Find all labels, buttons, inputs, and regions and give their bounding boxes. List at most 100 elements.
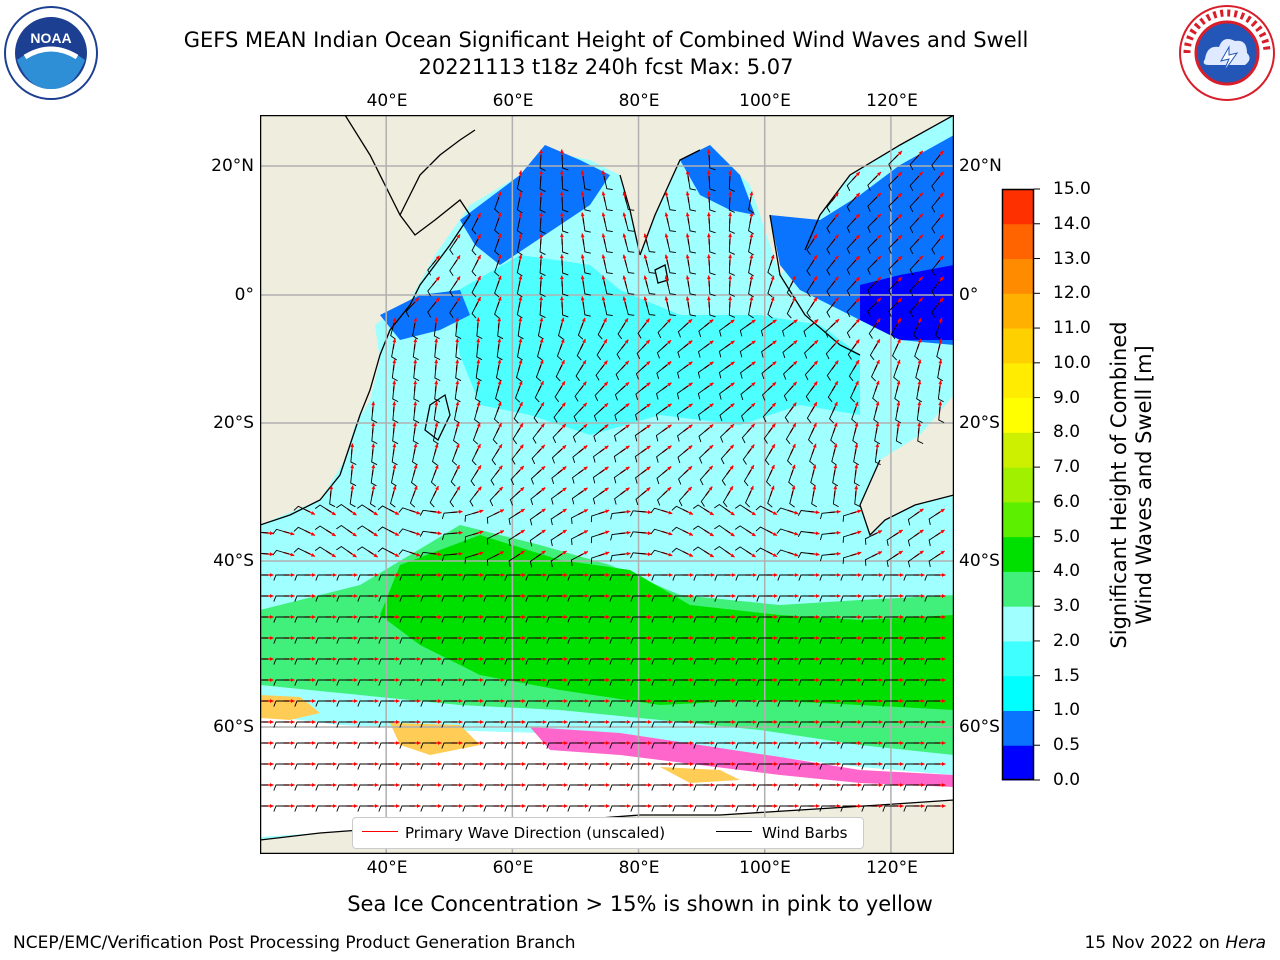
wave-direction-arrowhead xyxy=(290,615,295,619)
wave-direction-arrowhead xyxy=(731,783,736,787)
wind-barb xyxy=(582,175,591,191)
wave-direction-arrowhead xyxy=(898,235,902,239)
wind-barb xyxy=(630,616,646,623)
wind-barb xyxy=(582,217,591,233)
wave-direction-arrowhead xyxy=(456,486,460,491)
wind-barb xyxy=(483,574,499,581)
wind-barb xyxy=(624,259,635,274)
wind-barb xyxy=(462,658,478,665)
wind-barb xyxy=(462,784,478,791)
wind-barb xyxy=(767,301,773,319)
colorbar-tick-label: 0.0 xyxy=(1053,770,1081,790)
wave-direction-arrowhead xyxy=(855,276,860,281)
wave-direction-arrowhead xyxy=(751,511,756,516)
wave-direction-arrowhead xyxy=(605,530,610,535)
wind-barb xyxy=(430,469,437,487)
wave-direction-arrowhead xyxy=(794,510,799,515)
wave-direction-arrowhead xyxy=(877,193,881,197)
wave-direction-arrowhead xyxy=(583,424,588,429)
wave-direction-arrowhead xyxy=(580,233,585,238)
wind-barb xyxy=(273,805,289,812)
wave-direction-arrowhead xyxy=(752,804,757,808)
wind-barb xyxy=(629,510,647,517)
wind-barb xyxy=(735,700,751,707)
wind-barb xyxy=(931,175,941,192)
wind-barb xyxy=(825,322,836,338)
wave-direction-arrowhead xyxy=(476,359,481,364)
wind-barb xyxy=(552,427,563,444)
wind-barb xyxy=(735,595,751,602)
wave-direction-arrowhead xyxy=(413,464,418,469)
wind-barb xyxy=(539,154,546,171)
wave-direction-arrowhead xyxy=(541,529,546,534)
wave-direction-arrowhead xyxy=(878,783,883,787)
wind-barb xyxy=(315,595,331,602)
wave-direction-arrowhead xyxy=(898,151,902,155)
wind-barb xyxy=(494,301,500,319)
wave-direction-arrowhead xyxy=(878,699,883,703)
lon-tick-bottom: 40°E xyxy=(366,858,408,878)
wind-barb xyxy=(931,280,941,297)
wave-direction-arrowhead xyxy=(290,531,295,536)
wind-barb xyxy=(787,448,794,466)
wave-direction-arrowhead xyxy=(878,720,883,724)
wind-barb xyxy=(764,448,773,466)
colorbar-tick-label: 15.0 xyxy=(1053,179,1091,199)
wind-barb xyxy=(462,595,478,602)
wave-direction-arrowhead xyxy=(813,360,818,365)
wave-direction-arrowhead xyxy=(520,530,525,534)
wind-barb xyxy=(714,721,730,728)
wave-direction-arrowhead xyxy=(667,340,672,345)
wind-barb xyxy=(645,301,656,316)
wave-direction-arrowhead xyxy=(622,275,627,280)
wave-direction-arrowhead xyxy=(371,401,376,406)
wind-barb xyxy=(842,511,857,522)
wave-direction-arrowhead xyxy=(437,804,442,808)
wind-barb xyxy=(530,490,542,505)
wind-barb xyxy=(846,217,857,234)
wind-barb xyxy=(294,742,310,749)
wave-direction-arrowhead xyxy=(395,804,400,808)
wave-direction-arrowhead xyxy=(647,636,652,640)
coastal-low-waves-west xyxy=(380,290,470,340)
wave-direction-arrowhead xyxy=(646,466,651,471)
wave-direction-arrowhead xyxy=(834,381,838,386)
wave-direction-arrowhead xyxy=(269,594,274,598)
wind-barb xyxy=(935,322,941,340)
wind-barb xyxy=(497,322,504,340)
wave-direction-arrowhead xyxy=(751,361,756,366)
wind-barb xyxy=(728,238,735,255)
wave-direction-arrowhead xyxy=(857,804,862,808)
wind-barb xyxy=(728,175,735,192)
wave-direction-arrowhead xyxy=(477,255,481,260)
wave-direction-arrowhead xyxy=(392,380,397,385)
wave-direction-arrowhead xyxy=(584,678,589,682)
wave-direction-arrowhead xyxy=(647,573,652,577)
wave-direction-arrowhead xyxy=(353,636,358,640)
wave-direction-arrowhead xyxy=(792,423,796,428)
wind-barb xyxy=(909,280,920,297)
wind-barb xyxy=(630,679,646,686)
wave-direction-arrowhead xyxy=(643,233,648,238)
coastal-low-waves-bay xyxy=(680,145,755,215)
wind-barb xyxy=(546,784,562,791)
wave-direction-arrowhead xyxy=(689,741,694,745)
colorbar-label-line2: Wind Waves and Swell [m] xyxy=(1132,345,1156,625)
wave-direction-arrowhead xyxy=(899,573,904,577)
wave-direction-arrowhead xyxy=(668,678,673,682)
wave-direction-arrowhead xyxy=(310,532,315,536)
wind-barb xyxy=(561,259,569,276)
wind-barb xyxy=(509,490,521,506)
sea-ice-caption: Sea Ice Concentration > 15% is shown in … xyxy=(347,892,933,916)
wind-barb xyxy=(714,524,731,534)
wave-direction-arrowhead xyxy=(941,657,946,661)
wave-direction-arrowhead xyxy=(626,699,631,703)
wave-direction-arrowhead xyxy=(559,212,564,217)
wind-barb xyxy=(776,507,794,513)
wave-direction-arrowhead xyxy=(416,594,421,598)
wind-barb xyxy=(399,679,415,686)
wave-direction-arrowhead xyxy=(815,573,820,577)
wave-direction-arrowhead xyxy=(416,678,421,682)
wind-barb xyxy=(471,280,479,298)
wind-barb xyxy=(867,217,878,233)
